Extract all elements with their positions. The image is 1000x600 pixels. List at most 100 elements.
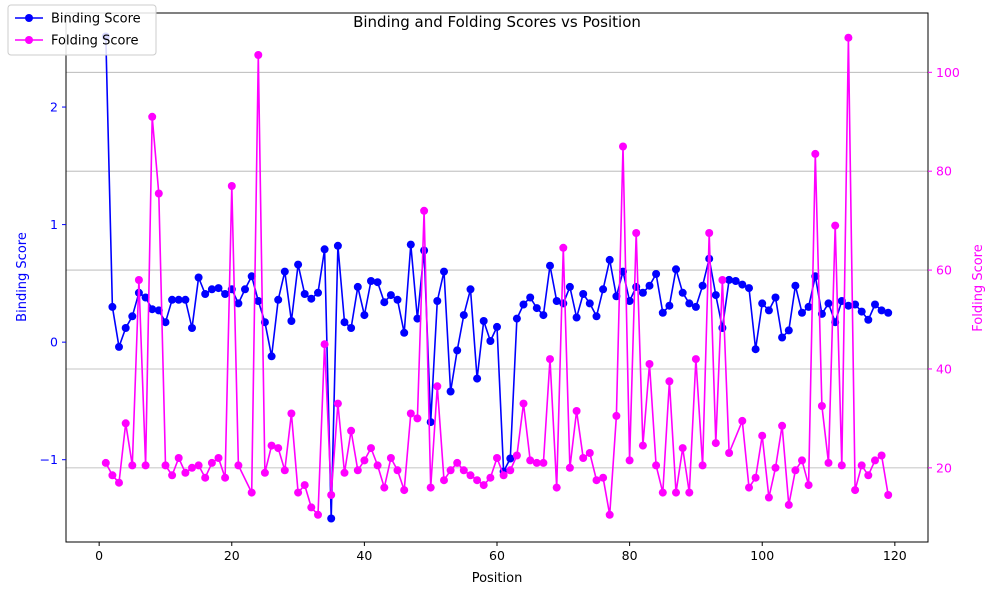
folding-score-point bbox=[227, 182, 236, 190]
binding-score-point bbox=[751, 345, 760, 354]
folding-score-point bbox=[280, 466, 289, 475]
binding-score-point bbox=[148, 305, 157, 314]
binding-score-point bbox=[453, 346, 462, 355]
right-y-axis-title: Folding Score bbox=[971, 244, 986, 331]
folding-score-point bbox=[247, 488, 256, 497]
folding-score-point bbox=[844, 33, 853, 42]
folding-score-point bbox=[645, 360, 654, 368]
binding-score-point bbox=[758, 299, 767, 308]
folding-score-point bbox=[314, 510, 322, 519]
folding-score-point bbox=[506, 466, 515, 475]
binding-score-point bbox=[585, 299, 594, 308]
left-y-tick-label: 2 bbox=[50, 100, 58, 115]
binding-score-point bbox=[691, 302, 700, 311]
binding-score-point bbox=[857, 307, 866, 316]
binding-score-point bbox=[871, 300, 879, 309]
folding-score-point bbox=[294, 488, 303, 497]
binding-score-point bbox=[300, 290, 309, 298]
folding-score-point bbox=[207, 458, 216, 467]
binding-score-point bbox=[764, 306, 773, 315]
binding-score-point bbox=[181, 295, 190, 304]
folding-score-point bbox=[784, 500, 793, 509]
binding-score-point bbox=[188, 324, 196, 332]
binding-score-point bbox=[340, 318, 349, 327]
binding-score-point bbox=[420, 246, 429, 255]
folding-score-point bbox=[386, 454, 395, 462]
right-y-tick-label: 60 bbox=[936, 263, 952, 278]
folding-score-point bbox=[473, 476, 482, 485]
binding-score-point bbox=[353, 282, 362, 291]
binding-score-point bbox=[877, 306, 886, 315]
folding-score-point bbox=[148, 112, 157, 121]
folding-score-point bbox=[817, 402, 826, 410]
binding-score-point bbox=[599, 285, 608, 294]
folding-score-point bbox=[864, 471, 873, 480]
folding-score-point bbox=[413, 414, 422, 423]
folding-score-point bbox=[632, 229, 641, 237]
binding-score-point bbox=[506, 454, 515, 463]
binding-score-point bbox=[884, 308, 893, 317]
folding-score-point bbox=[658, 488, 667, 497]
folding-score-point bbox=[824, 458, 833, 467]
folding-score-point bbox=[154, 189, 163, 198]
folding-score-point bbox=[406, 409, 415, 418]
folding-score-point bbox=[181, 468, 190, 477]
folding-score-point bbox=[267, 441, 276, 450]
binding-score-point bbox=[519, 300, 528, 309]
folding-score-point bbox=[101, 458, 110, 467]
folding-score-point bbox=[234, 461, 243, 470]
binding-score-point bbox=[201, 290, 210, 298]
binding-score-point bbox=[440, 267, 448, 276]
binding-score-point bbox=[572, 313, 581, 322]
legend-folding-label: Folding Score bbox=[51, 34, 138, 49]
binding-score-point bbox=[824, 299, 833, 308]
folding-score-point bbox=[260, 468, 269, 477]
binding-score-point bbox=[234, 299, 243, 308]
binding-score-point bbox=[473, 374, 482, 383]
folding-score-point bbox=[705, 229, 714, 237]
folding-score-point bbox=[532, 458, 541, 467]
binding-score-point bbox=[280, 267, 289, 276]
binding-score-point bbox=[632, 282, 641, 291]
folding-score-point bbox=[552, 483, 561, 492]
folding-score-point bbox=[400, 486, 409, 495]
binding-score-point bbox=[711, 291, 720, 300]
left-y-tick-label: 1 bbox=[50, 217, 58, 232]
binding-score-point bbox=[725, 275, 734, 284]
binding-score-point bbox=[864, 315, 873, 324]
folding-score-point bbox=[353, 466, 362, 475]
binding-score-point bbox=[267, 352, 276, 361]
binding-score-point bbox=[400, 328, 409, 337]
binding-score-point bbox=[791, 281, 800, 290]
folding-score-point bbox=[440, 476, 448, 485]
series-layer bbox=[101, 32, 893, 523]
folding-score-point bbox=[128, 461, 137, 470]
folding-score-point bbox=[453, 458, 462, 467]
x-tick-label: 80 bbox=[622, 548, 638, 563]
binding-score-point bbox=[214, 284, 223, 293]
right-y-axis: 20 40 60 80 100 bbox=[928, 65, 960, 475]
binding-score-point bbox=[320, 245, 329, 254]
folding-score-point bbox=[599, 473, 608, 482]
binding-score-point bbox=[486, 337, 495, 345]
folding-score-point bbox=[691, 355, 700, 364]
folding-score-point bbox=[194, 461, 203, 470]
folding-score-point bbox=[493, 454, 501, 462]
binding-score-point bbox=[605, 255, 614, 264]
folding-score-point bbox=[837, 461, 846, 470]
left-y-axis-title: Binding Score bbox=[15, 232, 30, 322]
legend-box bbox=[7, 4, 157, 56]
binding-score-point bbox=[526, 293, 535, 302]
folding-score-point bbox=[320, 340, 329, 349]
folding-score-point bbox=[811, 149, 820, 158]
binding-score-point bbox=[738, 280, 747, 289]
folding-score-point bbox=[678, 444, 687, 453]
binding-score-point bbox=[307, 294, 316, 303]
folding-score-point bbox=[738, 416, 747, 425]
x-tick-label: 0 bbox=[95, 548, 103, 563]
binding-score-point bbox=[247, 272, 256, 281]
binding-score-point bbox=[532, 304, 541, 313]
binding-score-point bbox=[672, 265, 680, 274]
binding-score-point bbox=[565, 282, 574, 291]
